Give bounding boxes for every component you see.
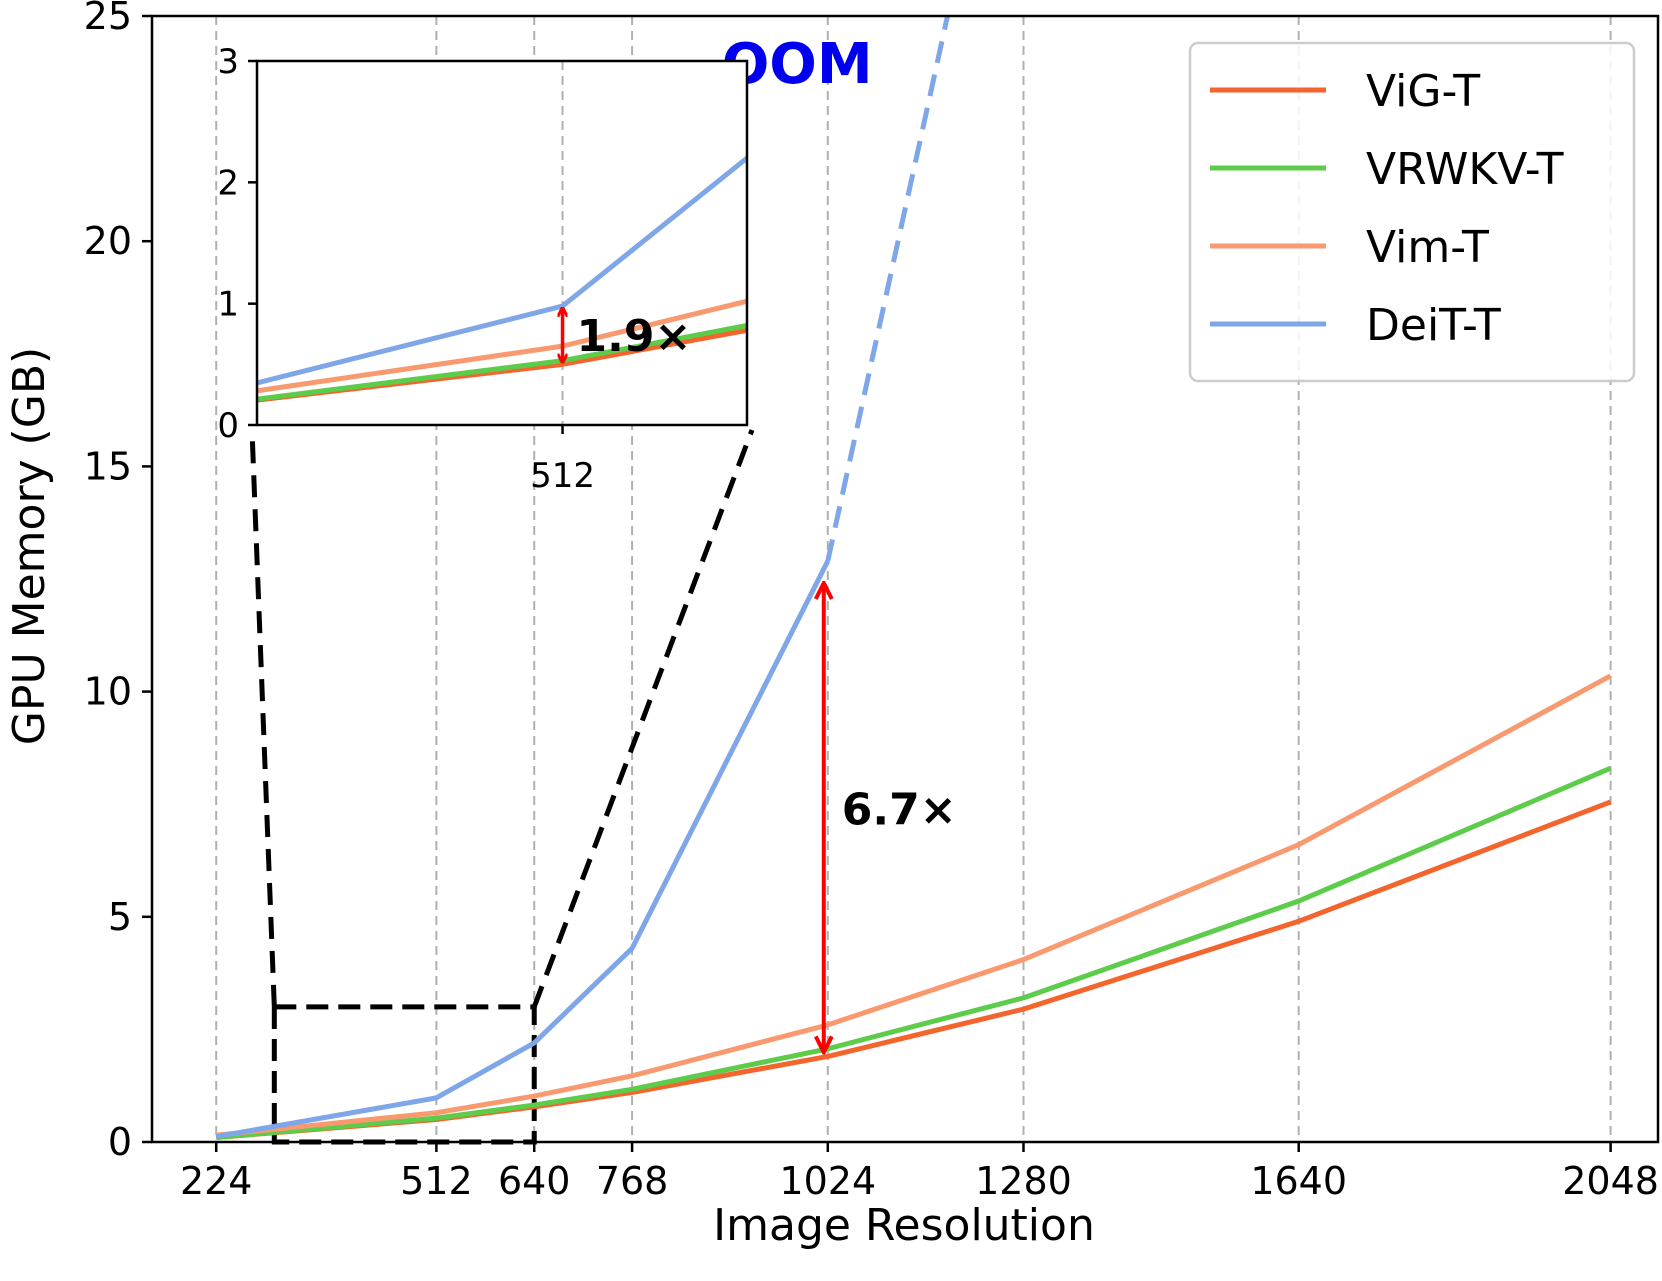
y-tick-label-5: 5	[108, 895, 132, 939]
legend-label-deit-t: DeiT-T	[1366, 300, 1501, 351]
inset-frame	[255, 59, 749, 427]
inset-series-line-vig-t	[257, 327, 747, 403]
x-tick-label-640: 640	[498, 1159, 571, 1203]
annotation-6-7: 6.7×	[842, 785, 957, 836]
inset-series-line-vim-t	[257, 298, 747, 394]
x-tick-label-512: 512	[400, 1159, 473, 1203]
x-axis-label: Image Resolution	[713, 1200, 1095, 1251]
legend-item-vig-t: ViG-T	[1210, 66, 1480, 117]
inset-y-tick-label-2: 2	[217, 163, 239, 203]
inset-annotation-1-9: 1.9×	[577, 311, 692, 362]
y-tick-label-0: 0	[108, 1120, 132, 1164]
zoom-connector-left	[249, 429, 277, 1007]
legend-label-vig-t: ViG-T	[1366, 66, 1480, 117]
y-tick-label-10: 10	[84, 670, 132, 714]
plot-frame	[150, 14, 1660, 1144]
x-tick-label-1024: 1024	[779, 1159, 876, 1203]
inset-y-tick-label-1: 1	[217, 285, 239, 325]
x-tick-label-768: 768	[596, 1159, 669, 1203]
inset-plot: 0 1 2 3 512 1.9×	[217, 42, 755, 1008]
x-tick-label-2048: 2048	[1562, 1159, 1659, 1203]
x-tick-label-224: 224	[180, 1159, 253, 1203]
inset-series	[257, 153, 747, 403]
legend-item-deit-t: DeiT-T	[1210, 300, 1501, 351]
y-tick-label-20: 20	[84, 219, 132, 263]
legend-item-vim-t: Vim-T	[1210, 222, 1489, 273]
legend-label-vim-t: Vim-T	[1366, 222, 1489, 273]
inset-y-tick-label-0: 0	[217, 406, 239, 446]
series-line-vim-t	[215, 673, 1612, 1138]
legend-box	[1188, 41, 1636, 383]
legend: ViG-T VRWKV-T Vim-T DeiT-T	[1188, 41, 1636, 383]
series-line-vrwkv-t	[215, 765, 1612, 1140]
inset-y-tick-label-3: 3	[217, 42, 239, 82]
x-tick-label-1640: 1640	[1250, 1159, 1347, 1203]
inset-x-tick-label-512: 512	[530, 456, 595, 496]
y-tick-label-25: 25	[84, 0, 132, 38]
legend-item-vrwkv-t: VRWKV-T	[1210, 144, 1564, 195]
y-tick-label-15: 15	[84, 444, 132, 488]
zoom-connector-right	[531, 429, 755, 1008]
series-line-deit-t-oom	[825, 16, 951, 562]
series-line-deit-t	[215, 559, 831, 1140]
x-tick-label-1280: 1280	[975, 1159, 1072, 1203]
legend-label-vrwkv-t: VRWKV-T	[1366, 144, 1564, 195]
y-axis-label: GPU Memory (GB)	[4, 347, 55, 745]
main-series	[215, 16, 1612, 1140]
inset-series-line-vrwkv-t	[257, 322, 747, 402]
inset-series-line-deit-t	[257, 153, 747, 386]
